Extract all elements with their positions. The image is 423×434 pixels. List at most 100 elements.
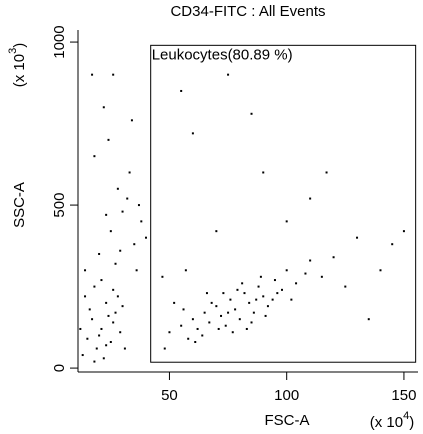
point [205, 292, 208, 295]
point [112, 321, 115, 324]
point [248, 301, 251, 304]
point [116, 295, 119, 298]
point [276, 292, 279, 295]
point [250, 112, 253, 115]
point [210, 301, 213, 304]
point [105, 213, 108, 216]
point [379, 269, 382, 272]
point [196, 327, 199, 330]
point [109, 230, 112, 233]
point [203, 311, 206, 314]
point [163, 347, 166, 350]
point [91, 318, 94, 321]
point [281, 288, 283, 291]
point [121, 305, 124, 308]
point [259, 275, 262, 278]
point [93, 285, 96, 288]
point [135, 269, 138, 272]
point [290, 298, 293, 301]
point [325, 171, 328, 174]
point [86, 337, 89, 340]
point [161, 275, 164, 278]
x-multiplier-exp: 4 [403, 410, 409, 422]
point [266, 305, 269, 308]
point [320, 275, 323, 278]
x-tick-label: 50 [161, 387, 178, 404]
point [271, 298, 274, 301]
point [184, 269, 187, 272]
x-multiplier: (x 104) [370, 410, 414, 431]
point [309, 259, 312, 262]
point [137, 204, 140, 207]
point [133, 243, 136, 246]
point [250, 321, 253, 324]
point [215, 305, 218, 308]
point [180, 89, 183, 92]
point [84, 295, 87, 298]
point [309, 197, 312, 200]
point [262, 295, 265, 298]
point [344, 285, 347, 288]
point [255, 298, 258, 301]
point [107, 314, 110, 317]
point [201, 334, 204, 337]
point [241, 282, 244, 285]
point [93, 360, 96, 363]
point [402, 230, 405, 233]
point [88, 308, 91, 311]
x-tick-label: 100 [274, 387, 299, 404]
point [262, 171, 265, 174]
point [84, 269, 87, 272]
point [285, 220, 288, 223]
point [252, 311, 255, 314]
point [224, 324, 227, 327]
point [236, 288, 239, 291]
point [105, 301, 108, 304]
point [234, 308, 237, 311]
point [273, 279, 276, 282]
point [128, 171, 131, 174]
point [243, 292, 246, 295]
point [130, 119, 133, 122]
point [367, 318, 370, 321]
point [356, 236, 359, 239]
point [119, 249, 122, 252]
y-multiplier-close: ) [11, 43, 28, 48]
y-tick-label: 1000 [51, 25, 68, 58]
point [100, 279, 103, 282]
y-axis-label: SSC-A [11, 182, 28, 228]
point [168, 331, 171, 334]
point [173, 301, 176, 304]
y-tick-label: 0 [51, 364, 68, 372]
point [126, 197, 129, 200]
point [112, 288, 115, 291]
point [182, 308, 185, 311]
point [116, 187, 119, 190]
x-multiplier-close: ) [409, 414, 414, 431]
point [191, 132, 194, 135]
point [79, 327, 82, 330]
point [114, 262, 117, 265]
point [220, 314, 223, 317]
point [257, 285, 260, 288]
point [102, 106, 105, 109]
point [215, 230, 218, 233]
point [140, 220, 143, 223]
point [180, 324, 183, 327]
point [222, 292, 225, 295]
point [112, 73, 115, 76]
point [98, 334, 101, 337]
point [231, 331, 234, 334]
gate [150, 44, 417, 363]
y-tick-label: 500 [51, 193, 68, 218]
point [295, 282, 298, 285]
x-tick-label: 150 [391, 387, 416, 404]
point [109, 341, 112, 344]
point [91, 73, 94, 76]
point [119, 331, 122, 334]
point [208, 321, 211, 324]
point [123, 347, 126, 350]
point [391, 243, 394, 246]
